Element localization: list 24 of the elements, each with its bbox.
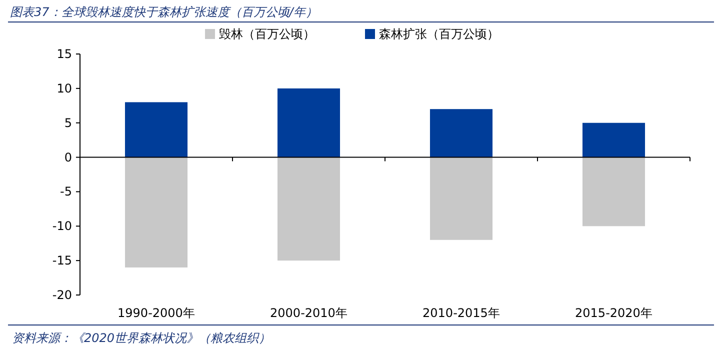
chart-title: 图表37：全球毁林速度快于森林扩张速度（百万公顷/年） — [10, 5, 318, 19]
legend-label: 毁林（百万公顷） — [219, 27, 315, 41]
bar — [277, 88, 340, 158]
y-tick-label: 5 — [64, 116, 72, 130]
x-tick-label: 1990-2000年 — [118, 306, 195, 320]
text: 资料来源：《2020世界森林状况》（粮农组织） — [12, 331, 271, 345]
bar — [124, 102, 188, 158]
bar — [430, 109, 493, 158]
y-tick-label: 0 — [64, 150, 72, 164]
bar — [430, 157, 493, 240]
y-tick-label: 10 — [56, 81, 72, 96]
legend-label: 森林扩张（百万公顷） — [379, 27, 499, 41]
bar — [582, 122, 646, 158]
bar — [582, 157, 646, 226]
y-tick-label: -5 — [60, 184, 72, 199]
x-tick-label: 2015-2020年 — [575, 306, 652, 320]
x-tick-label: 2010-2015年 — [422, 306, 500, 320]
y-tick-label: -10 — [52, 219, 72, 234]
y-tick-label: -20 — [52, 288, 72, 302]
x-tick-label: 2000-2010年 — [270, 306, 348, 320]
bar — [124, 157, 188, 268]
y-tick-label: 15 — [56, 47, 72, 61]
bar — [277, 157, 340, 261]
y-tick-label: -15 — [52, 254, 72, 268]
